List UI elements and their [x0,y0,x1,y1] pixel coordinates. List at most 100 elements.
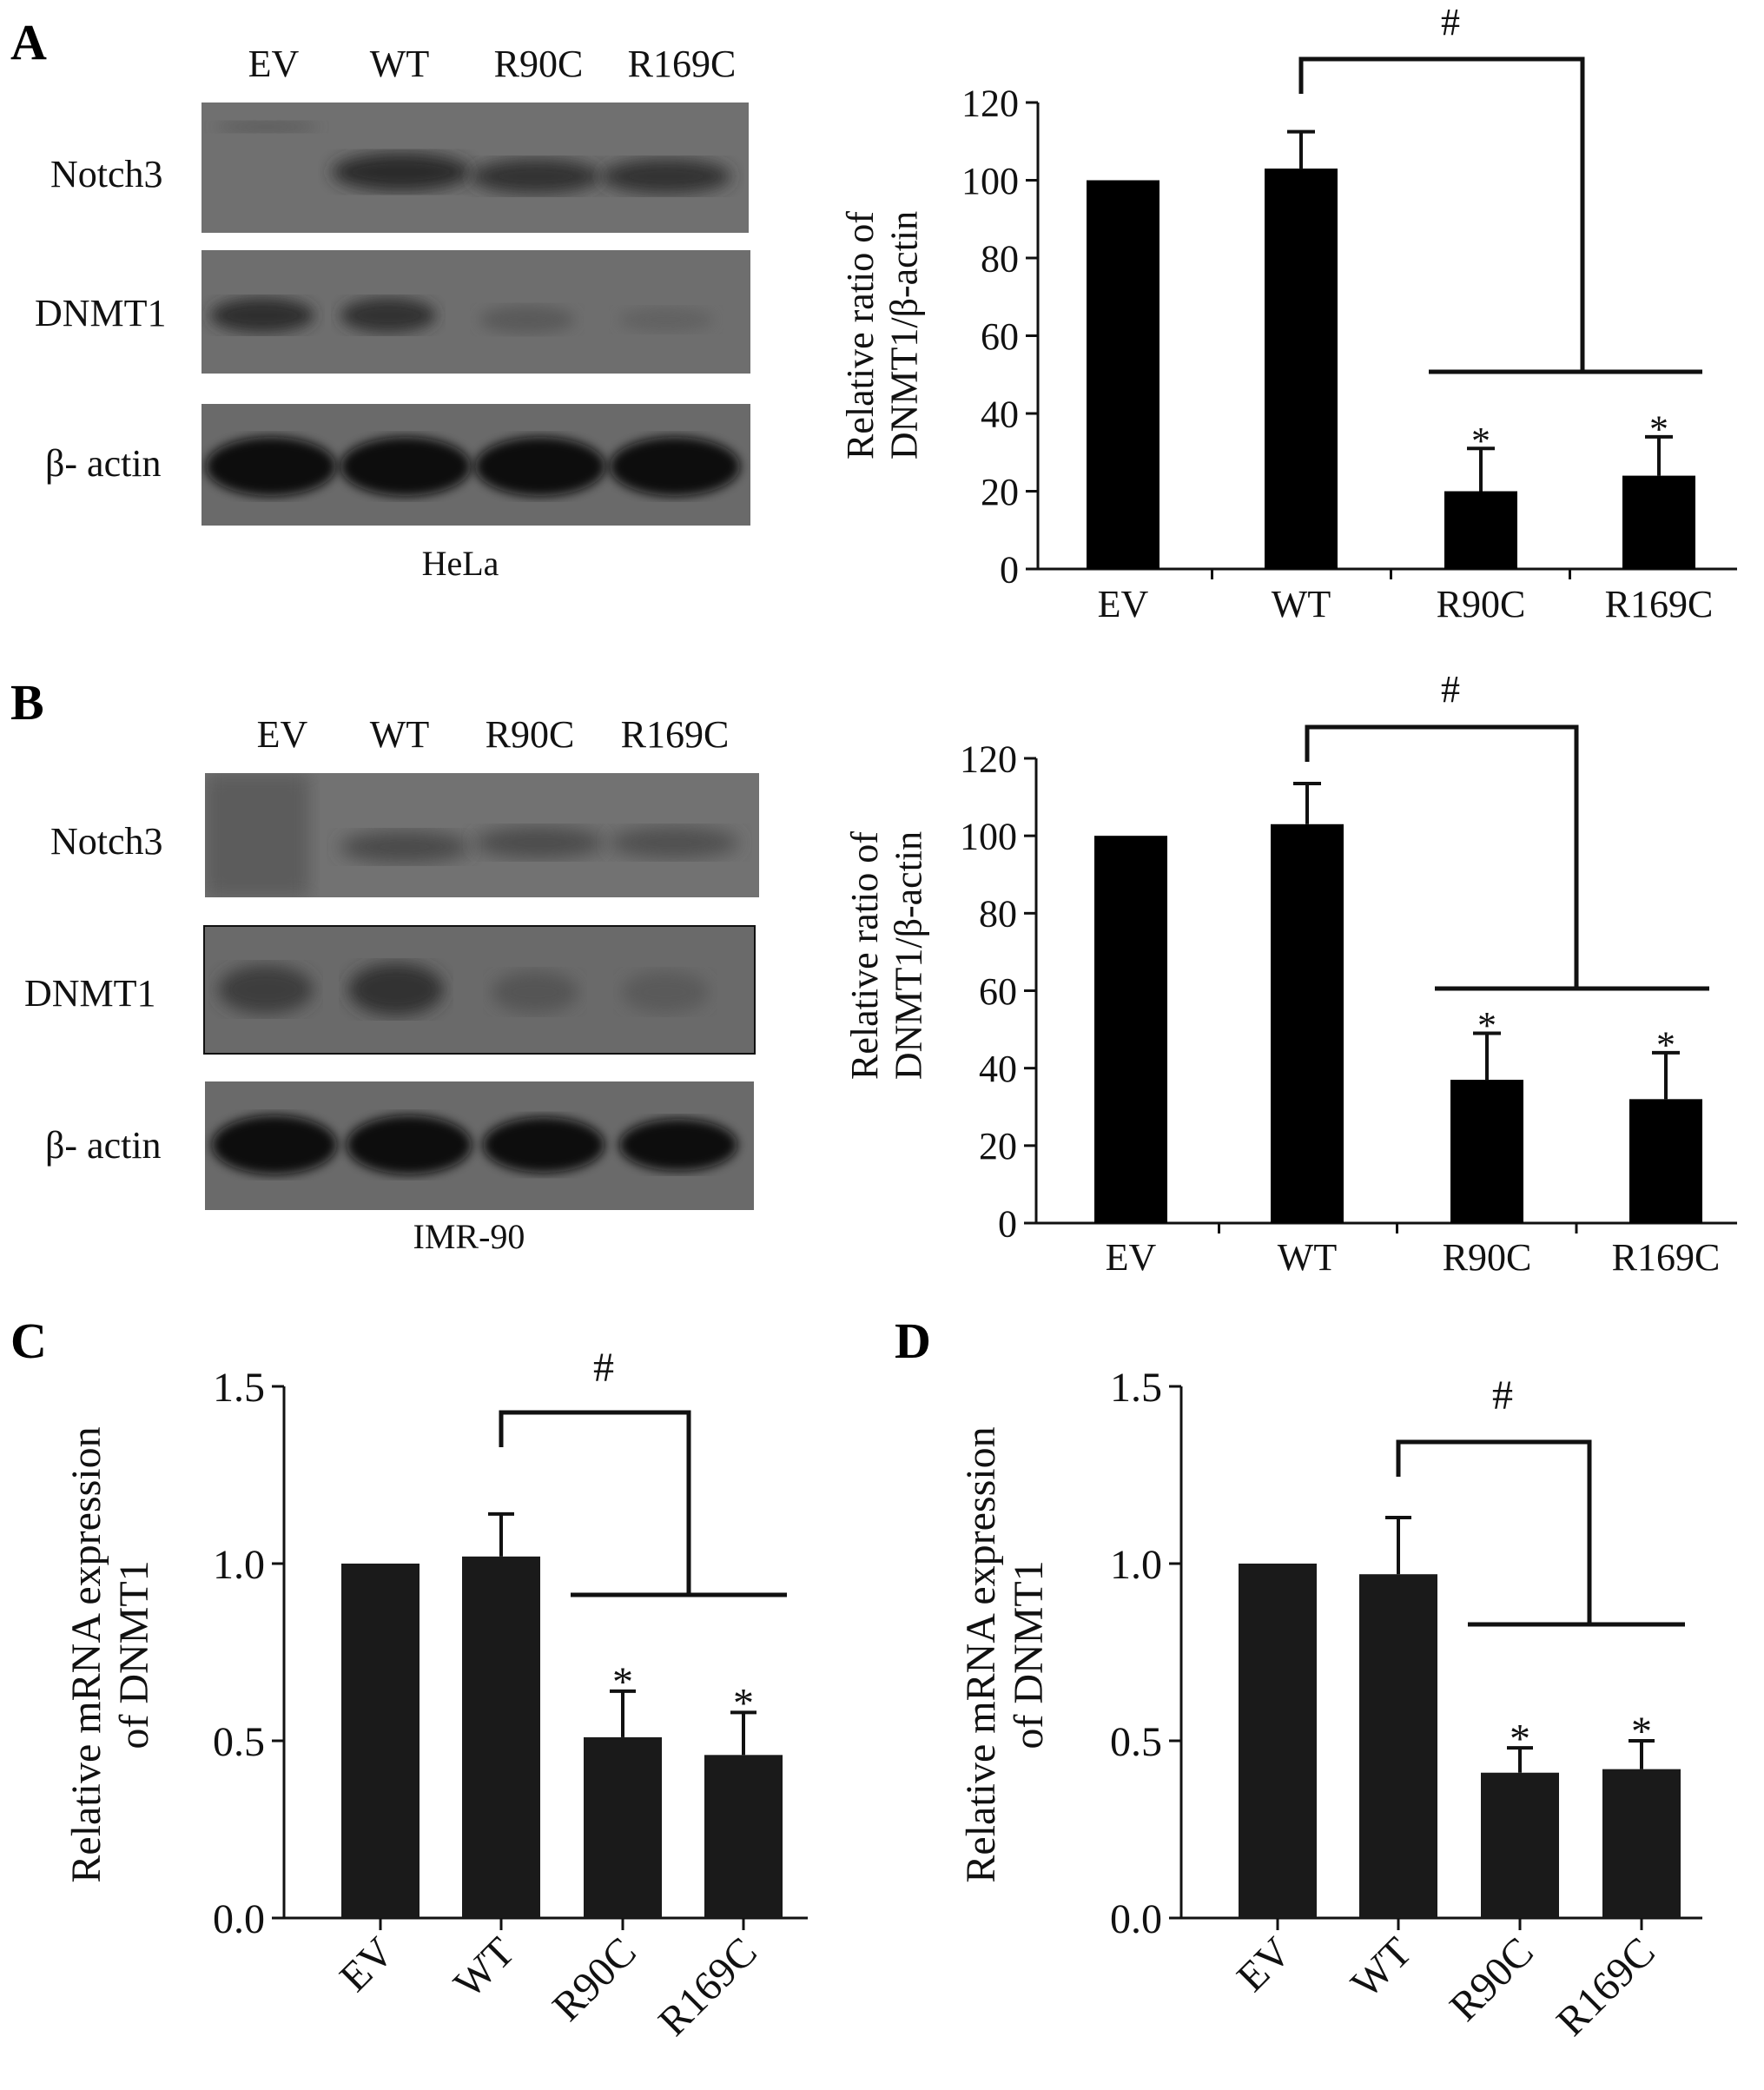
y-axis-label: Relative mRNA expressionof DNMT1 [958,1426,1052,1882]
y-axis-label-line: of DNMT1 [1006,1560,1052,1749]
bar [1239,1564,1317,1918]
y-axis-label: Relative ratio ofDNMT1/β-actin [843,831,930,1080]
lane-label-r169c: R169C [620,713,730,756]
bracket-label: # [1441,1,1460,43]
significance-bracket [1396,1439,1685,1627]
notch3-bands [205,773,739,897]
x-category-label: WT [1343,1928,1421,2007]
y-tick-label: 1.0 [213,1542,265,1588]
y-tick-label: 0 [1000,548,1019,591]
y-tick-label: 60 [981,315,1019,358]
panel-letter-c: C [10,1313,47,1369]
bracket-line [499,1410,691,1595]
cell-line-label: IMR-90 [413,1217,525,1256]
panel-letter-b: B [10,674,44,731]
lane-label-r169c: R169C [627,43,737,85]
blot-strip-beta-actin [202,404,750,526]
beta-actin-bands [212,1115,737,1174]
blot-strip-notch3 [205,773,759,897]
blot-strip-dnmt1 [202,250,750,374]
beta-actin-bands [206,437,740,496]
panel-letter-a: A [10,14,47,70]
y-tick-label: 1.5 [1110,1365,1162,1411]
row-label-beta-actin: β- actin [45,1124,162,1167]
bar [1450,1080,1523,1223]
y-axis-label-line: of DNMT1 [111,1560,157,1749]
bracket-line [1396,1439,1592,1624]
y-axis-label-line: Relative ratio of [839,211,882,460]
bar [1444,491,1517,569]
y-tick-label: 0.0 [1110,1896,1162,1942]
significance-mark: * [733,1681,754,1727]
y-tick-label: 120 [960,737,1017,780]
bar [584,1736,662,1918]
y-tick-label: 20 [981,471,1019,513]
lane-label-r90c: R90C [493,43,584,85]
y-tick-label: 20 [979,1125,1017,1167]
significance-mark: * [1471,420,1490,462]
y-tick-label: 1.0 [1110,1542,1162,1588]
significance-mark: * [1656,1023,1675,1066]
row-label-beta-actin: β- actin [45,442,162,485]
y-tick-label: 0.5 [213,1719,265,1765]
significance-bracket [1298,56,1702,374]
y-tick-label: 100 [960,816,1017,858]
row-label-notch3: Notch3 [50,153,163,195]
bar [1602,1769,1681,1918]
blot-strip-dnmt1 [203,925,756,1055]
bar [704,1755,783,1918]
x-category-label: R90C [1443,1236,1532,1279]
y-tick-label: 100 [961,160,1019,202]
x-category-label: R169C [1548,1928,1664,2045]
row-label-dnmt1: DNMT1 [24,972,156,1015]
bar [1359,1574,1437,1918]
y-tick-label: 40 [981,393,1019,435]
x-category-label: EV [1228,1928,1300,2001]
dnmt1-bands [210,298,714,334]
y-tick-label: 0 [998,1202,1017,1245]
bracket-line [1298,56,1585,372]
y-axis-label: Relative ratio ofDNMT1/β-actin [839,211,926,460]
bar [1087,180,1159,569]
bar [1094,836,1167,1223]
x-category-label: WT [1278,1236,1338,1279]
y-tick-label: 40 [979,1048,1017,1090]
y-tick-label: 120 [961,82,1019,124]
y-tick-label: 1.5 [213,1365,265,1411]
x-category-label: R169C [1612,1236,1721,1279]
y-tick-label: 0.5 [1110,1719,1162,1765]
bar [1629,1099,1702,1223]
blot-strip-notch3 [202,103,749,233]
significance-mark: * [1631,1709,1652,1755]
significance-mark: * [612,1659,633,1705]
bar [1481,1772,1559,1918]
x-category-label: R169C [1605,583,1714,625]
x-category-label: R90C [1441,1928,1543,2030]
bar [1271,823,1344,1223]
significance-mark: * [1649,407,1668,450]
y-axis-label-line: Relative ratio of [843,831,886,1080]
lane-label-wt: WT [369,43,430,85]
significance-bracket [1305,724,1709,991]
significance-bracket [499,1410,787,1597]
y-tick-label: 0.0 [213,1896,265,1942]
bracket-label: # [593,1345,614,1391]
bar [1622,475,1695,569]
y-tick-label: 80 [979,893,1017,936]
bracket-label: # [1492,1372,1513,1419]
x-category-label: WT [1272,583,1331,625]
significance-mark: * [1510,1716,1530,1762]
x-category-label: R90C [1437,583,1526,625]
panel-letter-d: D [895,1313,931,1369]
y-tick-label: 80 [981,237,1019,280]
bar [1265,169,1338,569]
x-category-label: EV [1098,583,1149,625]
bracket-line [1305,724,1579,989]
lane-label-ev: EV [256,713,308,756]
lane-label-ev: EV [248,43,300,85]
dnmt1-bands [218,963,709,1015]
